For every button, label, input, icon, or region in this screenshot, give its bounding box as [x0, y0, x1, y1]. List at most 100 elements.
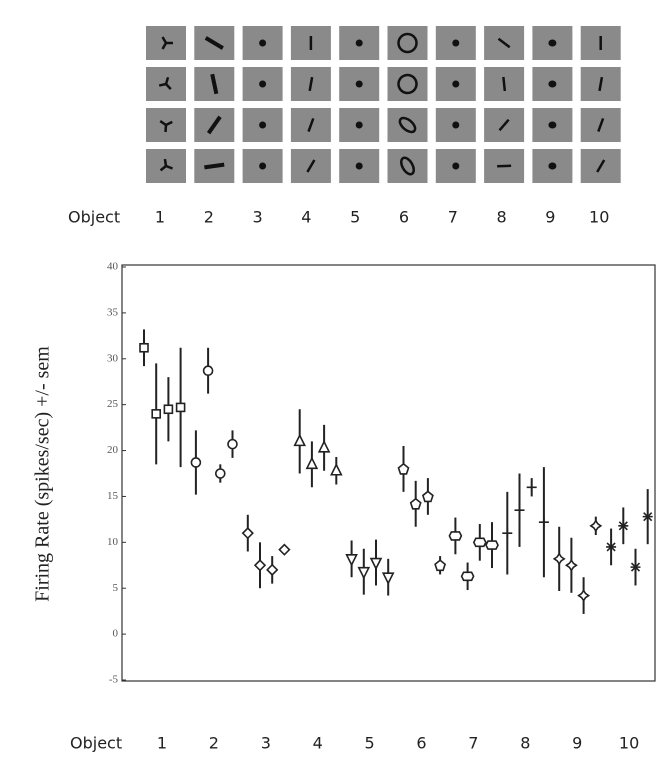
marker: [485, 540, 499, 550]
object-shape: [204, 162, 225, 170]
marker: [630, 562, 641, 572]
object-shape: [548, 80, 557, 88]
x-axis-label: Object: [70, 734, 122, 753]
marker: [330, 462, 343, 476]
object-shape: [596, 159, 606, 173]
object-shape: [548, 162, 557, 170]
marker: [369, 557, 383, 571]
y-tick-label: 0: [113, 628, 119, 640]
marker: [253, 559, 267, 572]
x-tick-label: 10: [619, 734, 639, 753]
object-shape: [308, 76, 314, 92]
object-shape: [210, 73, 219, 95]
object-shape: [452, 80, 460, 88]
x-tick-label: 6: [416, 734, 426, 753]
x-tick-label: 9: [572, 734, 582, 753]
x-tick-label: 8: [520, 734, 530, 753]
marker: [381, 572, 395, 585]
marker: [357, 566, 371, 580]
object-number-top: 6: [399, 208, 409, 227]
object-shape: [452, 39, 460, 47]
marker: [564, 558, 578, 572]
object-shape: [452, 162, 460, 170]
object-shape: [355, 121, 363, 129]
marker: [202, 365, 214, 377]
object-number-top: 5: [350, 208, 360, 227]
object-number-top: 1: [155, 208, 165, 227]
marker: [460, 571, 475, 582]
object-shape: [355, 80, 363, 88]
x-tick-label: 2: [209, 734, 219, 753]
object-shape: [307, 117, 315, 133]
object-shape: [397, 32, 418, 54]
thumbnail: [387, 108, 428, 142]
x-tick-label: 1: [157, 734, 167, 753]
object-shape: [259, 121, 267, 129]
marker: [618, 521, 629, 531]
marker: [409, 497, 422, 510]
object-label-top: Object: [68, 208, 120, 227]
object-shape: [164, 76, 170, 85]
marker: [577, 589, 591, 603]
thumbnail: [387, 26, 428, 60]
marker: [514, 505, 525, 516]
marker: [434, 559, 447, 572]
object-shape: [355, 39, 363, 47]
y-tick-label: 10: [107, 536, 119, 548]
object-shape: [259, 39, 267, 47]
object-number-top: 8: [497, 208, 507, 227]
y-tick-label: 25: [107, 398, 119, 410]
marker: [227, 438, 238, 450]
marker: [345, 554, 358, 567]
thumbnail: [387, 149, 428, 183]
object-shape: [206, 115, 222, 135]
y-tick-label: 35: [107, 306, 119, 318]
marker: [151, 409, 161, 419]
object-shape: [502, 76, 507, 92]
object-shape: [165, 164, 173, 170]
object-shape: [204, 36, 224, 50]
object-shape: [163, 158, 168, 167]
object-shape: [400, 156, 415, 176]
object-shape: [498, 118, 510, 132]
object-shape: [306, 159, 316, 173]
marker: [215, 468, 226, 479]
marker: [472, 537, 487, 548]
marker: [305, 456, 319, 470]
y-tick-label: 15: [107, 490, 119, 502]
object-shape: [159, 120, 167, 127]
object-shape: [397, 73, 418, 95]
object-shape: [398, 116, 417, 134]
object-number-top: 3: [253, 208, 263, 227]
marker: [266, 563, 279, 576]
thumbnail: [387, 67, 428, 101]
object-shape: [598, 76, 604, 92]
object-shape: [165, 120, 173, 127]
object-shape: [355, 162, 363, 170]
object-shape: [161, 42, 168, 50]
marker: [526, 482, 537, 493]
object-shape: [497, 37, 511, 49]
object-shape: [259, 80, 267, 88]
object-number-top: 2: [204, 208, 214, 227]
marker: [163, 404, 174, 415]
marker: [642, 512, 653, 522]
marker: [278, 543, 291, 556]
x-tick-label: 7: [468, 734, 478, 753]
object-shape: [259, 162, 267, 170]
object-shape: [548, 39, 557, 47]
plot-frame: [121, 264, 656, 682]
x-tick-label: 5: [365, 734, 375, 753]
object-shape: [158, 82, 167, 87]
marker: [190, 457, 202, 468]
marker: [502, 528, 513, 539]
object-shape: [165, 83, 172, 90]
object-shape: [548, 121, 557, 129]
object-number-top: 9: [545, 208, 555, 227]
marker: [448, 531, 463, 541]
y-tick-label: 20: [107, 444, 119, 456]
object-shape: [159, 165, 167, 172]
marker: [552, 552, 566, 566]
marker: [421, 490, 434, 503]
